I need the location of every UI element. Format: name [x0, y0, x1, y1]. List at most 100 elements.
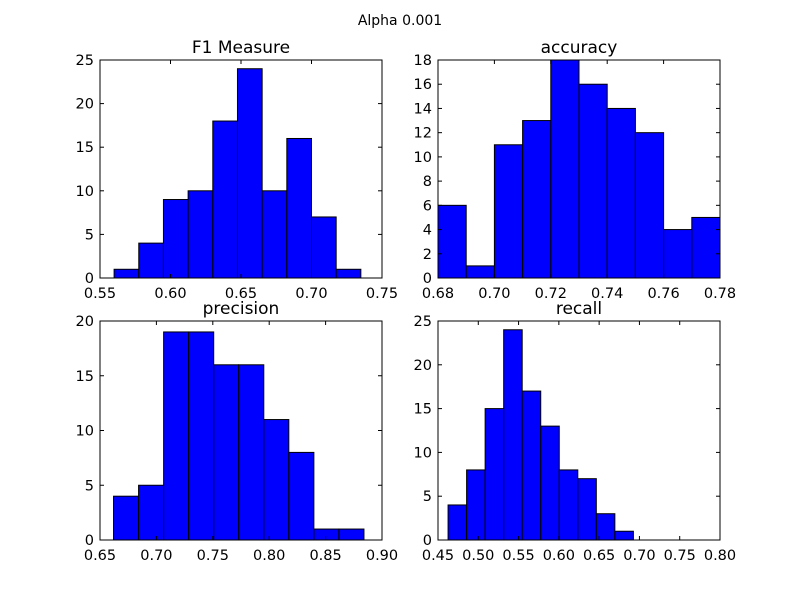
- accuracy-ytick-label: 10: [414, 150, 432, 166]
- precision-bar-5: [238, 364, 265, 541]
- accuracy-bar-8: [663, 229, 693, 279]
- accuracy-ytick-label: 16: [414, 77, 432, 93]
- precision-bar-3: [188, 331, 215, 541]
- precision-xtick-label: 0.80: [253, 548, 285, 564]
- f1-measure-bar-3: [187, 190, 214, 279]
- recall-axes-frame: [437, 320, 721, 541]
- recall-xtick-label: 0.55: [502, 548, 534, 564]
- f1-measure-ytick-label: 0: [85, 271, 94, 287]
- subplot-precision: 0.65 0.70 0.75 0.80 0.85 0.90 0 5 10 15 20 precisio…: [76, 299, 399, 564]
- precision-ytick-label: 5: [85, 478, 94, 494]
- accuracy-ytick-label: 0: [423, 271, 432, 287]
- recall-bar-0: [447, 504, 468, 541]
- precision-bar-4: [213, 364, 240, 541]
- precision-bar-8: [313, 528, 340, 541]
- precision-xtick-label: 0.65: [84, 548, 116, 564]
- precision-bar-1: [138, 484, 165, 541]
- accuracy-ytick-label: 8: [423, 174, 432, 190]
- accuracy-axes-frame: [437, 59, 721, 279]
- recall-xtick-label: 0.75: [664, 548, 696, 564]
- recall-xtick-label: 0.50: [462, 548, 494, 564]
- recall-ytick-label: 5: [423, 489, 432, 505]
- accuracy-bar-9: [691, 216, 721, 279]
- precision-xtick-label: 0.75: [197, 548, 229, 564]
- f1-measure-ytick-label: 5: [85, 227, 94, 243]
- f1-measure-bar-0: [113, 268, 140, 279]
- precision-bar-0: [113, 495, 140, 541]
- f1-measure-bar-6: [261, 190, 288, 279]
- f1-measure-bar-4: [212, 120, 238, 279]
- f1-measure-bar-2: [162, 199, 189, 279]
- f1-measure-ytick-label: 10: [76, 184, 94, 200]
- f1-measure-ytick-label: 15: [76, 140, 94, 156]
- recall-bar-7: [577, 478, 597, 541]
- accuracy-ytick-label: 6: [423, 198, 432, 214]
- figure-suptitle: Alpha 0.001: [358, 13, 442, 29]
- recall-bar-2: [484, 408, 505, 541]
- accuracy-xtick-label: 0.72: [535, 286, 567, 302]
- recall-xtick-label: 0.70: [623, 548, 655, 564]
- subplot-recall: 0.45 0.50 0.55 0.60 0.65 0.70 0.75 0.80 0 5 10 15 20…: [414, 299, 737, 564]
- f1-measure-bar-1: [138, 242, 164, 279]
- f1-measure-ytick-label: 20: [76, 97, 94, 113]
- accuracy-bar-5: [578, 83, 608, 279]
- accuracy-ytick-label: 2: [423, 247, 432, 263]
- accuracy-bar-7: [634, 132, 665, 279]
- f1-measure-title: F1 Measure: [192, 38, 290, 58]
- f1-measure-bar-7: [286, 137, 313, 279]
- recall-bar-5: [540, 425, 560, 541]
- accuracy-xtick-label: 0.76: [647, 286, 679, 302]
- precision-title: precision: [203, 299, 280, 319]
- f1-measure-xtick-label: 0.75: [366, 286, 398, 302]
- recall-ytick-label: 15: [414, 402, 432, 418]
- accuracy-xtick-label: 0.70: [478, 286, 510, 302]
- precision-ytick-label: 15: [76, 369, 94, 385]
- precision-bar-9: [338, 528, 365, 541]
- recall-xtick-label: 0.65: [583, 548, 615, 564]
- recall-ytick-label: 0: [423, 533, 432, 549]
- precision-ytick-label: 10: [76, 424, 94, 440]
- f1-measure-xtick-label: 0.65: [225, 286, 257, 302]
- accuracy-xtick-label: 0.68: [422, 286, 454, 302]
- precision-bar-7: [288, 451, 315, 541]
- accuracy-xtick-label: 0.78: [704, 286, 736, 302]
- f1-measure-bar-5: [236, 68, 263, 279]
- recall-xtick-label: 0.80: [704, 548, 736, 564]
- recall-xtick-label: 0.60: [543, 548, 575, 564]
- accuracy-ytick-label: 14: [414, 101, 432, 117]
- accuracy-bar-6: [606, 107, 636, 279]
- precision-ytick-label: 0: [85, 533, 94, 549]
- accuracy-xtick-label: 0.74: [591, 286, 623, 302]
- f1-measure-xtick-label: 0.60: [154, 286, 186, 302]
- recall-bar-1: [466, 469, 486, 541]
- subplot-f1-measure: 0.55 0.60 0.65 0.70 0.75 0 5 10 15 20 25 F1 Measure: [76, 38, 399, 302]
- accuracy-bar-0: [437, 204, 467, 279]
- recall-bar-3: [503, 329, 523, 541]
- recall-bar-6: [558, 469, 579, 541]
- recall-title: recall: [556, 299, 602, 319]
- recall-xtick-label: 0.45: [422, 548, 454, 564]
- precision-bar-2: [163, 331, 190, 541]
- recall-bar-9: [614, 530, 634, 541]
- precision-xtick-label: 0.85: [309, 548, 341, 564]
- precision-bar-6: [263, 419, 290, 541]
- f1-measure-bar-9: [335, 268, 362, 279]
- accuracy-ytick-label: 18: [414, 53, 432, 69]
- recall-ytick-label: 25: [414, 314, 432, 330]
- subplot-accuracy: 0.68 0.70 0.72 0.74 0.76 0.78 0 2 4 6 8 10 12 14 16 18 a…: [414, 38, 737, 302]
- f1-measure-xtick-label: 0.70: [295, 286, 327, 302]
- precision-ytick-label: 20: [76, 314, 94, 330]
- accuracy-bar-3: [522, 120, 552, 279]
- accuracy-bar-1: [465, 265, 495, 279]
- recall-ytick-label: 10: [414, 445, 432, 461]
- accuracy-title: accuracy: [541, 38, 618, 58]
- accuracy-ytick-label: 12: [414, 126, 432, 142]
- accuracy-bar-4: [550, 59, 580, 279]
- recall-bar-4: [521, 390, 542, 541]
- precision-xtick-label: 0.90: [366, 548, 398, 564]
- f1-measure-xtick-label: 0.55: [84, 286, 116, 302]
- recall-ytick-label: 20: [414, 358, 432, 374]
- f1-measure-ytick-label: 25: [76, 53, 94, 69]
- precision-xtick-label: 0.70: [140, 548, 172, 564]
